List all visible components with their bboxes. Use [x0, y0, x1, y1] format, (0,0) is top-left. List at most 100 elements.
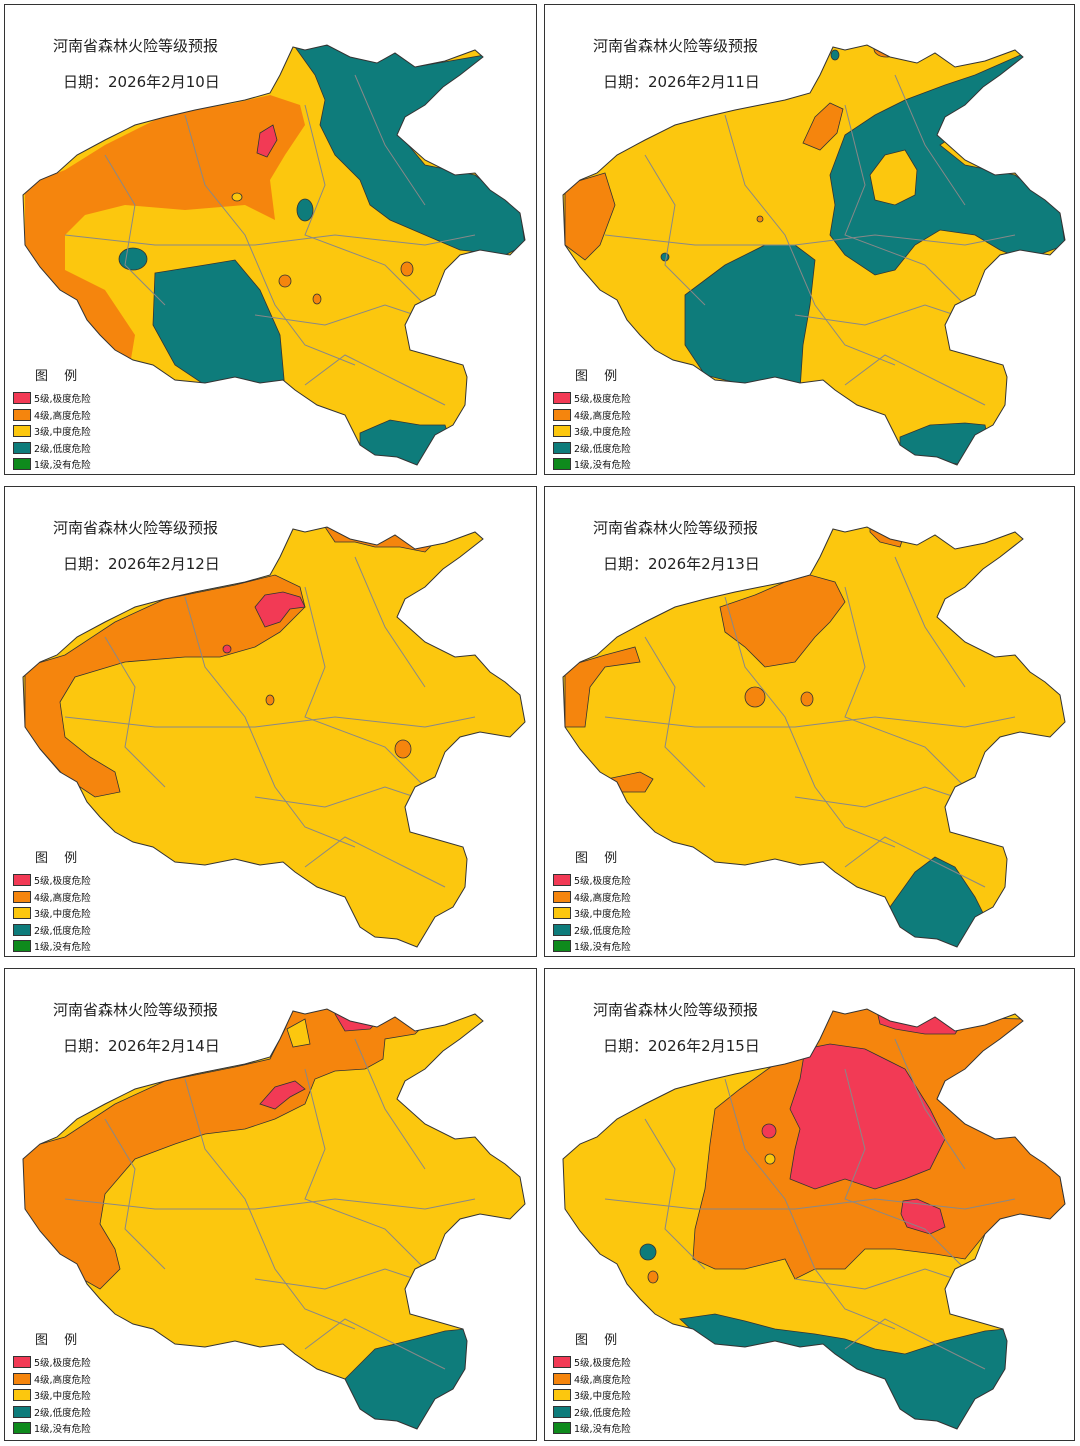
- legend: 图 例 5级,极度危险 4级,高度危险 3级,中度危险 2级,低度危险 1级,没…: [13, 1329, 153, 1437]
- legend-item: 5级,极度危险: [553, 1354, 693, 1371]
- map-date: 日期：2026年2月15日: [603, 1037, 760, 1055]
- legend-item: 4级,高度危险: [13, 407, 153, 424]
- legend-label: 2级,低度危险: [574, 925, 631, 937]
- legend-swatch: [553, 1372, 571, 1385]
- legend-swatch: [13, 441, 31, 454]
- legend-swatch: [553, 923, 571, 936]
- henan-risk-map: [562, 44, 1066, 466]
- map-date: 日期：2026年2月13日: [603, 555, 760, 573]
- legend-title: 图 例: [575, 851, 624, 866]
- legend-swatch: [13, 1389, 31, 1402]
- legend-item: 3级,中度危险: [553, 1387, 693, 1404]
- map-title: 河南省森林火险等级预报: [593, 519, 759, 537]
- henan-risk-map: [22, 1008, 526, 1430]
- legend-label: 2级,低度危险: [574, 1407, 631, 1419]
- legend-label: 1级,没有危险: [574, 460, 631, 472]
- map-title: 河南省森林火险等级预报: [53, 37, 219, 55]
- legend-item: 4级,高度危险: [553, 407, 693, 424]
- legend-label: 1级,没有危险: [34, 1424, 91, 1436]
- legend-swatch: [553, 425, 571, 438]
- map-title: 河南省森林火险等级预报: [53, 1001, 219, 1019]
- map-panel-feb15: 河南省森林火险等级预报 日期：2026年2月15日 图 例 5级,极度危险 4级…: [544, 968, 1075, 1441]
- legend-label: 5级,极度危险: [34, 1358, 91, 1370]
- henan-risk-map: [562, 1008, 1066, 1430]
- legend-label: 2级,低度危险: [34, 1407, 91, 1419]
- henan-risk-map: [562, 526, 1066, 948]
- zone-level2: [152, 259, 286, 391]
- legend-label: 1级,没有危险: [574, 1424, 631, 1436]
- map-date: 日期：2026年2月14日: [63, 1037, 220, 1055]
- legend-title: 图 例: [575, 1333, 624, 1348]
- legend-label: 3级,中度危险: [574, 427, 631, 439]
- legend-title: 图 例: [575, 369, 624, 384]
- legend-label: 5级,极度危险: [34, 394, 91, 406]
- map-date: 日期：2026年2月12日: [63, 555, 220, 573]
- map-panel-feb12: 河南省森林火险等级预报 日期：2026年2月12日 图 例 5级,极度危险 4级…: [4, 486, 537, 957]
- legend-swatch: [553, 441, 571, 454]
- legend-swatch: [553, 458, 571, 471]
- legend-swatch: [13, 458, 31, 471]
- legend-item: 1级,没有危险: [13, 938, 153, 955]
- legend-swatch: [553, 392, 571, 405]
- legend-swatch: [13, 923, 31, 936]
- legend-item: 3级,中度危险: [13, 1387, 153, 1404]
- zone-level2: [359, 419, 456, 465]
- legend-item: 1级,没有危险: [13, 456, 153, 473]
- legend-label: 5级,极度危险: [574, 394, 631, 406]
- zone-level4: [25, 95, 305, 365]
- legend-swatch: [553, 940, 571, 953]
- zone-level2: [296, 198, 314, 222]
- legend-label: 4级,高度危险: [574, 410, 631, 422]
- legend-item: 5级,极度危险: [13, 390, 153, 407]
- legend-item: 3级,中度危险: [553, 905, 693, 922]
- legend: 图 例 5级,极度危险 4级,高度危险 3级,中度危险 2级,低度危险 1级,没…: [553, 365, 693, 473]
- map-panel-feb14: 河南省森林火险等级预报 日期：2026年2月14日 图 例 5级,极度危险 4级…: [4, 968, 537, 1441]
- map-panel-feb11: 河南省森林火险等级预报 日期：2026年2月11日 图 例 5级,极度危险 4级…: [544, 4, 1075, 475]
- legend-item: 2级,低度危险: [13, 1404, 153, 1421]
- legend-label: 5级,极度危险: [34, 876, 91, 888]
- map-date: 日期：2026年2月10日: [63, 73, 220, 91]
- legend-item: 4级,高度危险: [553, 1371, 693, 1388]
- legend-item: 1级,没有危险: [553, 938, 693, 955]
- legend-item: 5级,极度危险: [553, 872, 693, 889]
- legend-swatch: [13, 1356, 31, 1369]
- legend: 图 例 5级,极度危险 4级,高度危险 3级,中度危险 2级,低度危险 1级,没…: [553, 1329, 693, 1437]
- map-title: 河南省森林火险等级预报: [593, 37, 759, 55]
- map-date: 日期：2026年2月11日: [603, 73, 760, 91]
- legend-label: 1级,没有危险: [34, 942, 91, 954]
- legend-item: 4级,高度危险: [553, 889, 693, 906]
- legend-label: 5级,极度危险: [574, 876, 631, 888]
- legend-label: 2级,低度危险: [34, 443, 91, 455]
- legend-swatch: [553, 408, 571, 421]
- legend-label: 4级,高度危险: [574, 892, 631, 904]
- legend: 图 例 5级,极度危险 4级,高度危险 3级,中度危险 2级,低度危险 1级,没…: [13, 847, 153, 955]
- legend-swatch: [553, 1356, 571, 1369]
- legend-label: 3级,中度危险: [574, 1391, 631, 1403]
- legend-label: 4级,高度危险: [34, 1374, 91, 1386]
- legend-item: 5级,极度危险: [553, 390, 693, 407]
- zone-level2: [118, 247, 148, 271]
- legend-swatch: [13, 1422, 31, 1435]
- legend-swatch: [553, 890, 571, 903]
- legend-swatch: [13, 1372, 31, 1385]
- legend-item: 2级,低度危险: [13, 440, 153, 457]
- legend-swatch: [553, 1389, 571, 1402]
- legend-title: 图 例: [35, 369, 84, 384]
- henan-risk-map: [22, 526, 526, 948]
- legend-label: 1级,没有危险: [34, 460, 91, 472]
- legend-item: 4级,高度危险: [13, 889, 153, 906]
- legend-title: 图 例: [35, 851, 84, 866]
- legend-label: 3级,中度危险: [34, 427, 91, 439]
- legend-item: 2级,低度危险: [553, 922, 693, 939]
- legend-swatch: [13, 392, 31, 405]
- legend-label: 5级,极度危险: [574, 1358, 631, 1370]
- legend-swatch: [13, 907, 31, 920]
- legend: 图 例 5级,极度危险 4级,高度危险 3级,中度危险 2级,低度危险 1级,没…: [553, 847, 693, 955]
- zone-level5: [256, 124, 278, 158]
- legend-swatch: [553, 1422, 571, 1435]
- legend-swatch: [13, 874, 31, 887]
- legend-item: 1级,没有危险: [13, 1420, 153, 1437]
- legend: 图 例 5级,极度危险 4级,高度危险 3级,中度危险 2级,低度危险 1级,没…: [13, 365, 153, 473]
- legend-swatch: [553, 907, 571, 920]
- legend-item: 1级,没有危险: [553, 456, 693, 473]
